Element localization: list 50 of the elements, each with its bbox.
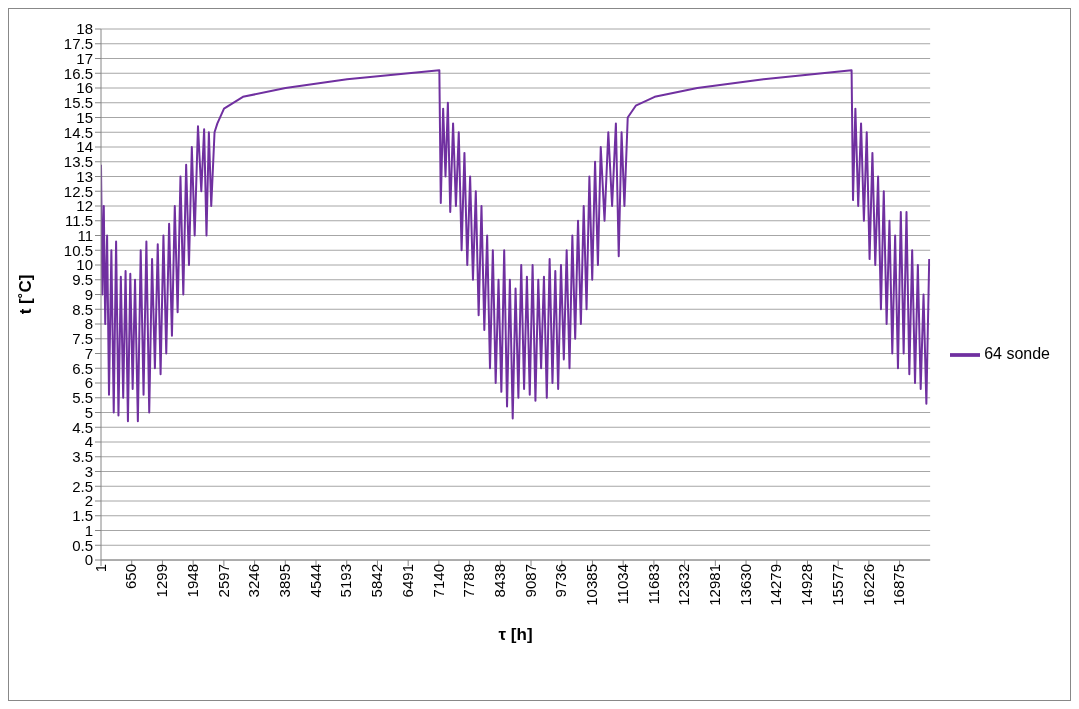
x-tick-label: 16226 — [859, 564, 877, 606]
y-tick-label: 10 — [76, 256, 93, 274]
y-tick-label: 16.5 — [63, 64, 93, 82]
x-tick-label: 4544 — [306, 564, 324, 598]
y-tick-label: 2.5 — [72, 477, 93, 495]
y-tick-label: 0 — [84, 551, 93, 569]
x-tick-label: 5193 — [337, 564, 355, 598]
y-tick-label: 4 — [84, 433, 93, 451]
y-tick-label: 0.5 — [72, 536, 93, 554]
x-tick-label: 14928 — [798, 564, 816, 606]
x-tick-label: 16875 — [890, 564, 908, 606]
line-series — [101, 69, 931, 423]
x-tick-label: 9087 — [521, 564, 539, 598]
y-tick-label: 6 — [84, 374, 93, 392]
x-tick-label: 7140 — [429, 564, 447, 598]
y-tick-label: 16 — [76, 79, 93, 97]
y-tick-label: 14.5 — [63, 123, 93, 141]
x-tick-label: 12981 — [705, 564, 723, 606]
y-axis-title: t [˚C] — [16, 274, 36, 315]
y-tick-label: 12.5 — [63, 182, 93, 200]
y-tick-label: 6.5 — [72, 359, 93, 377]
x-tick-label: 14279 — [767, 564, 785, 606]
x-tick-label: 1948 — [183, 564, 201, 598]
y-tick-label: 10.5 — [63, 241, 93, 259]
y-tick-label: 14 — [76, 138, 93, 156]
x-tick-label: 5842 — [368, 564, 386, 598]
y-tick-label: 4.5 — [72, 418, 93, 436]
x-tick-label: 11034 — [613, 564, 631, 605]
y-tick-label: 18 — [76, 20, 93, 38]
y-tick-label: 2 — [84, 492, 93, 510]
x-tick-label: 6491 — [398, 564, 416, 598]
x-tick-label: 2597 — [214, 564, 232, 598]
x-tick-label: 10385 — [583, 564, 601, 606]
x-tick-label: 13630 — [736, 564, 754, 606]
y-tick-label: 12 — [76, 197, 93, 215]
x-axis-title: τ [h] — [498, 625, 533, 644]
y-tick-label: 8 — [84, 315, 93, 333]
x-tick-label: 3895 — [275, 564, 293, 598]
x-tick-label: 8438 — [490, 564, 508, 598]
x-tick-label: 1 — [91, 564, 109, 573]
x-tick-label: 1299 — [153, 564, 171, 598]
legend-label: 64 sonde — [984, 344, 1050, 362]
x-tick-label: 12332 — [675, 564, 693, 606]
x-tick-label: 15577 — [828, 564, 846, 606]
x-tick-label: 7789 — [460, 564, 478, 598]
y-tick-label: 8.5 — [72, 300, 93, 318]
x-tick-label: 3246 — [245, 564, 263, 598]
x-tick-label: 11683 — [644, 564, 662, 605]
x-tick-label: 9736 — [552, 564, 570, 598]
x-tick-label: 650 — [122, 564, 140, 590]
